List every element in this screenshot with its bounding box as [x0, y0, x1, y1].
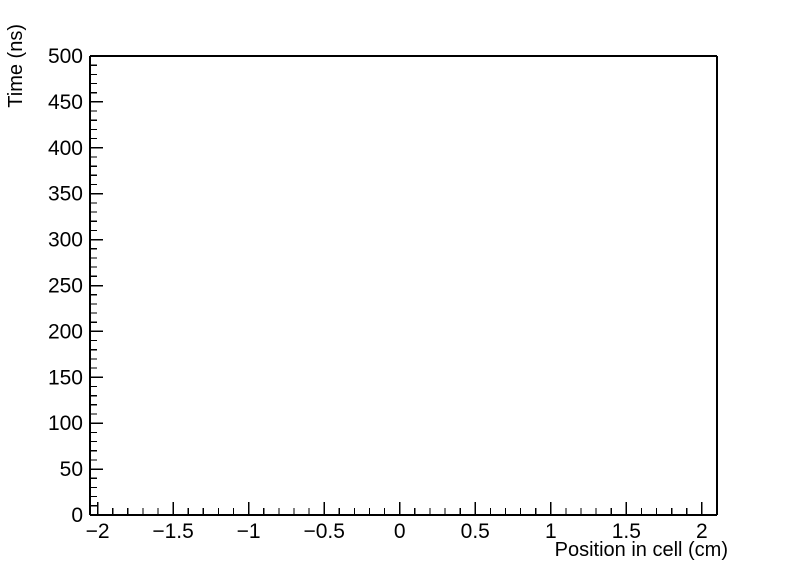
x-tick-label: 0 — [394, 520, 406, 543]
y-tick-label: 350 — [48, 183, 83, 206]
y-tick-label: 200 — [48, 320, 83, 343]
y-axis-title: Time (ns) — [5, 24, 27, 108]
axis-frame — [89, 55, 718, 516]
y-axis-ticks — [90, 55, 103, 516]
y-tick-label: 250 — [48, 275, 83, 298]
y-tick-label: 500 — [48, 45, 83, 68]
y-tick-label: 400 — [48, 137, 83, 160]
y-tick-label: 0 — [71, 504, 83, 527]
y-axis-tick-labels: 0 50 100 150 200 250 300 350 400 450 500 — [48, 45, 83, 527]
x-tick-label: 2 — [696, 520, 708, 543]
x-tick-label: 1 — [545, 520, 557, 543]
x-tick-label: −1.5 — [152, 520, 193, 543]
y-tick-label: 300 — [48, 229, 83, 252]
x-tick-label: 0.5 — [461, 520, 490, 543]
x-axis-ticks — [96, 502, 718, 515]
y-tick-label: 150 — [48, 366, 83, 389]
x-axis-tick-labels: −2 −1.5 −1 −0.5 0 0.5 1 1.5 2 — [86, 520, 708, 543]
y-tick-label: 100 — [48, 412, 83, 435]
y-tick-label: 450 — [48, 91, 83, 114]
plot-area[interactable] — [90, 56, 717, 515]
x-tick-label: −0.5 — [303, 520, 344, 543]
y-tick-label: 50 — [60, 458, 83, 481]
x-tick-label: 1.5 — [612, 520, 641, 543]
x-tick-label: −1 — [237, 520, 261, 543]
x-axis-title: Position in cell (cm) — [555, 539, 728, 561]
x-tick-label: −2 — [86, 520, 110, 543]
